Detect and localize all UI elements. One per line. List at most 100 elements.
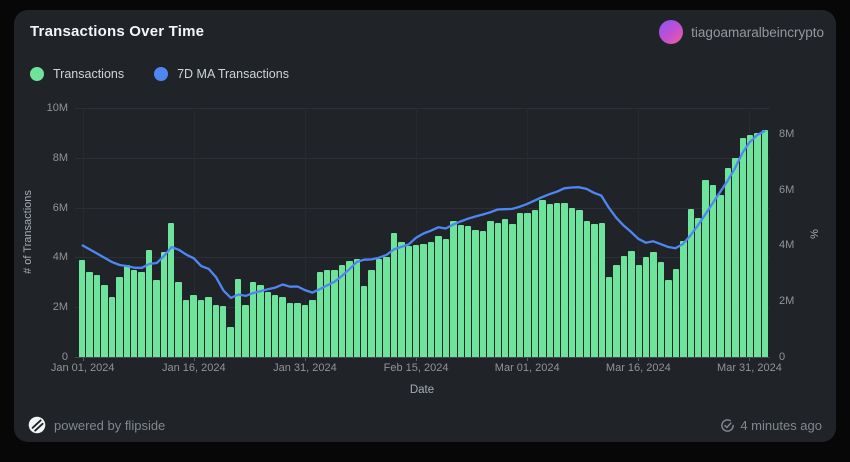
bar[interactable]	[583, 221, 591, 357]
bar[interactable]	[732, 157, 739, 357]
bar[interactable]	[450, 221, 457, 357]
bar[interactable]	[145, 249, 153, 357]
bar[interactable]	[249, 282, 257, 357]
bar[interactable]	[620, 256, 628, 357]
bar[interactable]	[598, 222, 605, 357]
bar[interactable]	[212, 304, 220, 357]
bar[interactable]	[754, 132, 761, 357]
bar[interactable]	[242, 304, 249, 357]
bar[interactable]	[168, 222, 175, 357]
legend-item-transactions[interactable]: Transactions	[30, 67, 124, 81]
bar[interactable]	[398, 242, 405, 357]
bar[interactable]	[271, 294, 279, 357]
bar[interactable]	[316, 272, 323, 357]
bar[interactable]	[635, 264, 643, 357]
bar[interactable]	[390, 232, 398, 357]
bar[interactable]	[554, 202, 561, 357]
gridline-vertical	[638, 108, 640, 357]
bar[interactable]	[665, 279, 672, 357]
bar[interactable]	[702, 180, 709, 357]
bar[interactable]	[516, 212, 524, 357]
bar[interactable]	[464, 226, 472, 357]
bar[interactable]	[739, 137, 746, 357]
bar[interactable]	[205, 297, 212, 357]
bar[interactable]	[153, 279, 160, 357]
bar[interactable]	[709, 185, 717, 357]
bar[interactable]	[479, 231, 487, 357]
bar[interactable]	[108, 297, 116, 357]
bar[interactable]	[323, 269, 331, 357]
user-chip[interactable]: tiagoamaralbeincrypto	[659, 20, 824, 44]
bar[interactable]	[220, 305, 227, 357]
bar[interactable]	[509, 223, 516, 357]
bar[interactable]	[524, 212, 531, 357]
bar[interactable]	[338, 264, 346, 357]
bar[interactable]	[613, 264, 620, 357]
bar[interactable]	[346, 261, 353, 357]
y-axis-right-tick: 6M	[779, 183, 795, 196]
bar[interactable]	[375, 258, 383, 357]
bar[interactable]	[190, 294, 197, 357]
bar[interactable]	[539, 200, 546, 357]
bar[interactable]	[531, 210, 539, 357]
bar[interactable]	[331, 269, 338, 357]
bar[interactable]	[182, 299, 190, 357]
bar[interactable]	[86, 272, 93, 357]
bar[interactable]	[130, 269, 138, 357]
bar[interactable]	[591, 223, 598, 357]
bar[interactable]	[279, 297, 286, 357]
bar[interactable]	[175, 282, 182, 357]
bar[interactable]	[457, 225, 464, 357]
bar[interactable]	[672, 268, 680, 357]
bar[interactable]	[405, 246, 412, 357]
bar[interactable]	[724, 167, 732, 357]
bar[interactable]	[628, 251, 635, 357]
bar[interactable]	[687, 208, 695, 357]
bar[interactable]	[264, 292, 271, 357]
y-axis-right-tick: 8M	[779, 127, 795, 140]
bar[interactable]	[435, 236, 442, 357]
bar[interactable]	[116, 277, 123, 357]
bar[interactable]	[79, 259, 86, 357]
bar[interactable]	[427, 242, 435, 357]
bar[interactable]	[576, 210, 583, 357]
bar[interactable]	[294, 303, 301, 357]
bar[interactable]	[420, 243, 427, 357]
bar[interactable]	[761, 130, 769, 357]
bar[interactable]	[717, 195, 724, 357]
bar[interactable]	[657, 262, 665, 357]
bar[interactable]	[643, 257, 650, 357]
legend-item-7d-ma[interactable]: 7D MA Transactions	[154, 67, 289, 81]
bar[interactable]	[746, 135, 754, 357]
bar[interactable]	[101, 284, 108, 357]
bar[interactable]	[227, 327, 234, 357]
bar[interactable]	[383, 257, 390, 357]
bar[interactable]	[160, 252, 168, 357]
bar[interactable]	[93, 274, 101, 357]
bar[interactable]	[546, 203, 553, 357]
bar[interactable]	[353, 258, 361, 357]
bar[interactable]	[412, 244, 420, 357]
powered-by[interactable]: powered by flipside	[28, 416, 165, 434]
bar[interactable]	[494, 222, 502, 357]
bar[interactable]	[561, 202, 568, 357]
bar[interactable]	[301, 304, 309, 357]
bar[interactable]	[650, 252, 657, 357]
bar[interactable]	[138, 272, 145, 357]
bar[interactable]	[695, 217, 702, 357]
bar[interactable]	[368, 269, 375, 357]
bar[interactable]	[680, 241, 687, 357]
bar[interactable]	[361, 286, 368, 357]
bar[interactable]	[472, 230, 479, 357]
bar[interactable]	[257, 284, 264, 357]
bar[interactable]	[442, 238, 450, 357]
bar[interactable]	[286, 303, 294, 357]
bar[interactable]	[234, 278, 242, 357]
bar[interactable]	[197, 299, 205, 357]
bar[interactable]	[568, 207, 576, 357]
bar[interactable]	[605, 277, 613, 357]
bar[interactable]	[502, 218, 509, 357]
bar[interactable]	[123, 264, 130, 357]
bar[interactable]	[487, 221, 494, 357]
bar[interactable]	[309, 299, 316, 357]
